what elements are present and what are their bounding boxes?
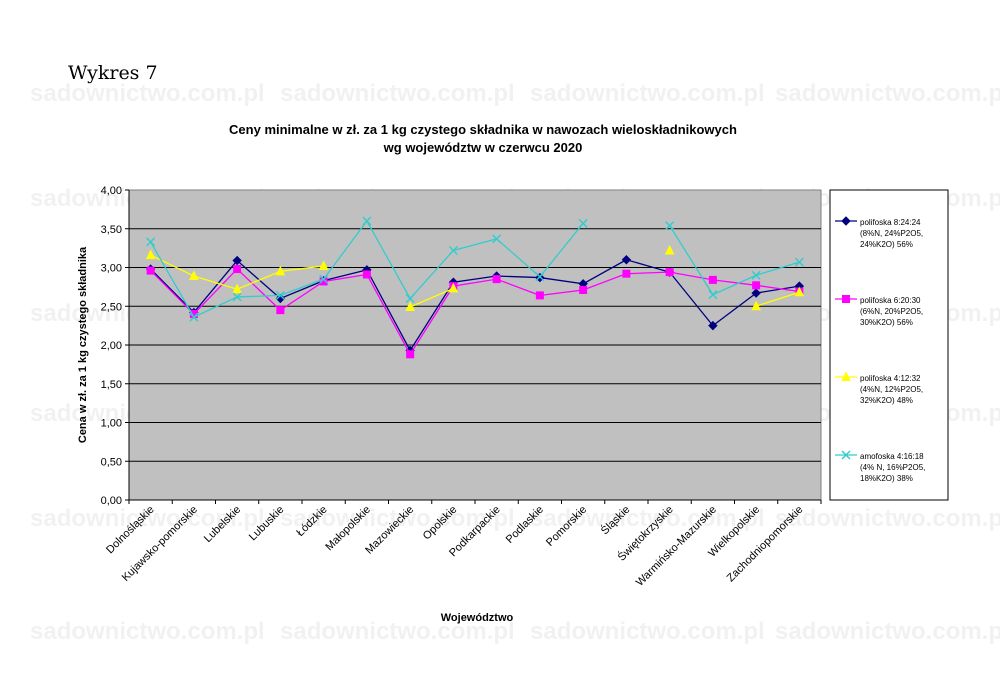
data-point <box>362 270 371 279</box>
data-point <box>233 265 242 274</box>
data-point <box>189 312 199 322</box>
y-tick-label: 3,00 <box>101 263 122 275</box>
legend-label: 24%K2O) 56% <box>860 240 913 249</box>
legend-marker <box>842 295 850 303</box>
x-axis-title: Województwo <box>441 612 514 624</box>
x-tick-label: Lubuskie <box>247 504 287 544</box>
data-point <box>579 285 588 294</box>
page-heading: Wykres 7 <box>68 62 158 84</box>
data-point <box>752 281 761 290</box>
chart-title-line1: Ceny minimalne w zł. za 1 kg czystego sk… <box>229 122 737 137</box>
legend-label: 32%K2O) 48% <box>860 396 913 405</box>
data-point <box>232 292 242 302</box>
y-tick-label: 0,50 <box>101 456 122 468</box>
data-point <box>665 221 675 231</box>
data-point <box>275 265 286 276</box>
data-point <box>751 288 761 298</box>
data-point <box>794 286 805 297</box>
data-point <box>492 234 502 244</box>
series-line <box>150 268 800 356</box>
series-line <box>150 259 800 352</box>
legend-box <box>829 189 949 501</box>
data-point <box>189 270 199 281</box>
data-point <box>664 244 675 255</box>
data-point <box>406 350 415 359</box>
data-point <box>146 266 155 275</box>
legend-label: (8%N, 24%P2O5, <box>860 229 923 238</box>
y-tick-label: 2,00 <box>101 340 122 352</box>
x-tick-label: Warmińsko-Mazurskie <box>634 504 719 589</box>
data-point <box>275 290 285 300</box>
data-point <box>232 283 242 294</box>
data-point <box>232 255 242 266</box>
legend-marker <box>841 216 851 226</box>
legend-label: 18%K2O) 38% <box>860 474 913 483</box>
y-tick-label: 1,50 <box>101 379 122 391</box>
x-tick-label: Zachodniopomorskie <box>725 504 806 585</box>
y-tick-label: 4,00 <box>101 185 122 197</box>
data-point <box>794 257 804 267</box>
data-point <box>708 320 718 331</box>
series-line <box>409 287 454 308</box>
data-point <box>621 255 632 265</box>
legend-label: polifoska 6:20:30 <box>860 296 921 305</box>
data-point <box>622 269 631 278</box>
data-point <box>319 277 328 286</box>
data-point <box>492 275 501 284</box>
y-axis-title: Cena w zł. za 1 kg czystego składnika <box>77 246 89 443</box>
data-point <box>405 301 415 312</box>
data-point <box>751 300 761 311</box>
legend-label: (4%N, 12%P2O5, <box>860 385 923 394</box>
data-point <box>751 270 761 280</box>
legend-label: polifoska 8:24:24 <box>860 218 921 227</box>
data-point <box>578 218 588 228</box>
data-point <box>405 294 415 303</box>
data-point <box>146 237 156 247</box>
x-tick-label: Podlaskie <box>504 504 546 546</box>
legend-label: (6%N, 20%P2O5, <box>860 307 923 316</box>
x-tick-label: Łódzkie <box>294 504 329 539</box>
legend-label: amofoska 4:16:18 <box>860 452 924 461</box>
x-tick-label: Kujawsko-pomorskie <box>120 504 200 584</box>
data-point <box>362 216 372 226</box>
legend-label: 30%K2O) 56% <box>860 318 913 327</box>
legend-marker <box>841 371 851 381</box>
chart-title-line2: wg województw w czerwcu 2020 <box>383 140 583 155</box>
data-point <box>145 249 156 260</box>
x-tick-label: Śląskie <box>598 503 632 537</box>
legend-label: (4% N, 16%P2O5, <box>860 463 925 472</box>
data-point <box>276 306 285 315</box>
series-line <box>669 225 800 296</box>
x-tick-label: Opolskie <box>421 504 460 543</box>
data-point <box>708 275 717 284</box>
data-point <box>535 291 544 300</box>
y-tick-label: 1,00 <box>101 418 122 430</box>
data-point <box>319 274 329 284</box>
data-point <box>708 290 718 300</box>
legend-label: polifoska 4:12:32 <box>860 374 921 383</box>
y-tick-label: 2,50 <box>101 301 122 313</box>
series-line <box>755 291 800 307</box>
data-point <box>665 268 674 277</box>
legend-marker <box>841 450 851 460</box>
x-tick-label: Pomorskie <box>544 504 589 549</box>
data-point <box>535 272 545 282</box>
data-point <box>448 282 459 293</box>
x-tick-label: Lubelskie <box>202 504 243 545</box>
data-point <box>318 260 329 270</box>
data-point <box>448 245 458 255</box>
y-tick-label: 3,50 <box>101 224 122 236</box>
y-tick-label: 0,00 <box>101 495 122 507</box>
